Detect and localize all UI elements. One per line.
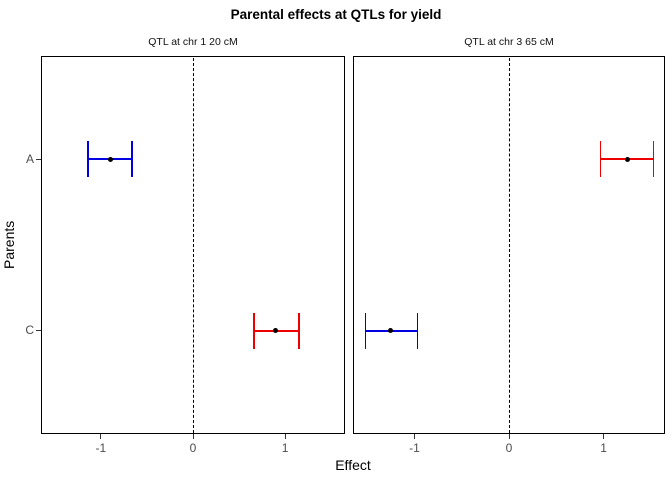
x-axis-tick xyxy=(508,434,510,439)
x-axis-tick xyxy=(192,434,194,439)
x-axis-tick xyxy=(100,434,102,439)
facet-label-qtl1: QTL at chr 1 20 cM xyxy=(148,36,238,48)
x-tick-label: 0 xyxy=(505,441,513,455)
panel-qtl1 xyxy=(41,56,345,434)
x-tick-label: -1 xyxy=(95,441,107,455)
x-tick-label: -1 xyxy=(409,441,420,455)
x-axis-tick xyxy=(603,434,605,439)
x-tick-label: 0 xyxy=(189,441,197,455)
x-axis-tick xyxy=(284,434,286,439)
panel-qtl2 xyxy=(353,56,665,434)
x-axis-tick xyxy=(413,434,415,439)
x-tick-label: 1 xyxy=(600,441,607,455)
facet-label-qtl2: QTL at chr 3 65 cM xyxy=(464,36,554,48)
y-axis-title: Parents xyxy=(1,220,17,270)
x-axis-title: Effect xyxy=(335,457,371,473)
x-tick-label: 1 xyxy=(281,441,289,455)
plot-title: Parental effects at QTLs for yield xyxy=(230,7,442,22)
